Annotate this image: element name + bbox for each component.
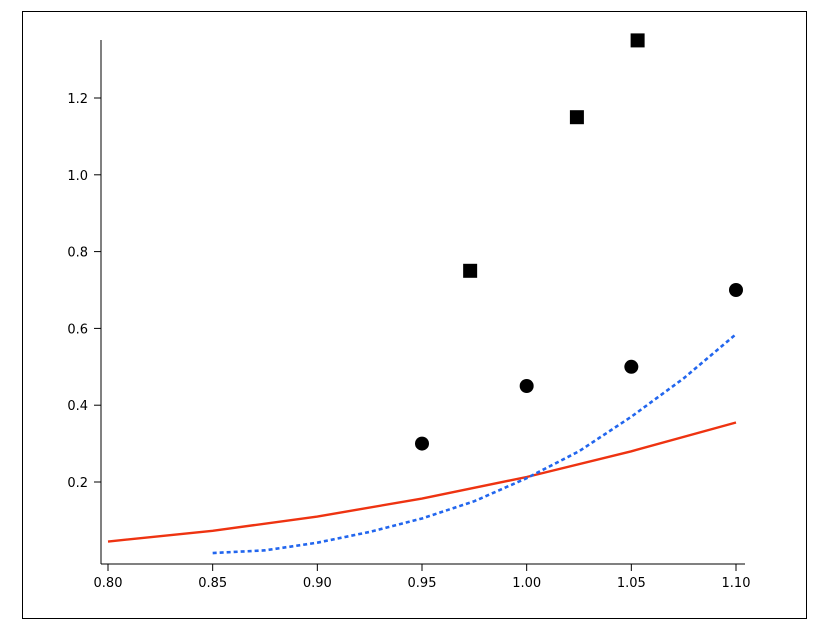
y-tick-label: 0.4 [67, 399, 88, 414]
y-tick-label: 0.8 [67, 246, 88, 261]
x-tick-label: 0.90 [303, 576, 332, 591]
x-tick-label: 0.85 [198, 576, 227, 591]
y-tick-label: 0.2 [67, 476, 88, 491]
x-tick-label: 1.00 [512, 576, 541, 591]
red-solid-curve [107, 421, 737, 543]
chart-frame [22, 11, 807, 619]
circle-marker [729, 283, 743, 297]
square-marker [630, 33, 645, 48]
square-marker [569, 110, 584, 125]
square-marker [463, 263, 478, 278]
y-tick-label: 1.0 [67, 169, 88, 184]
circle-marker [519, 379, 534, 393]
y-tick-label: 0.6 [67, 322, 88, 337]
circle-marker [415, 436, 429, 451]
x-tick-label: 0.95 [408, 576, 437, 591]
circle-marker [624, 359, 639, 374]
blue-dotted-curve [212, 333, 737, 555]
x-tick-label: 0.80 [94, 576, 123, 591]
x-tick-label: 1.05 [617, 576, 646, 591]
y-tick-label: 1.2 [67, 92, 88, 107]
x-tick-label: 1.10 [722, 576, 751, 591]
